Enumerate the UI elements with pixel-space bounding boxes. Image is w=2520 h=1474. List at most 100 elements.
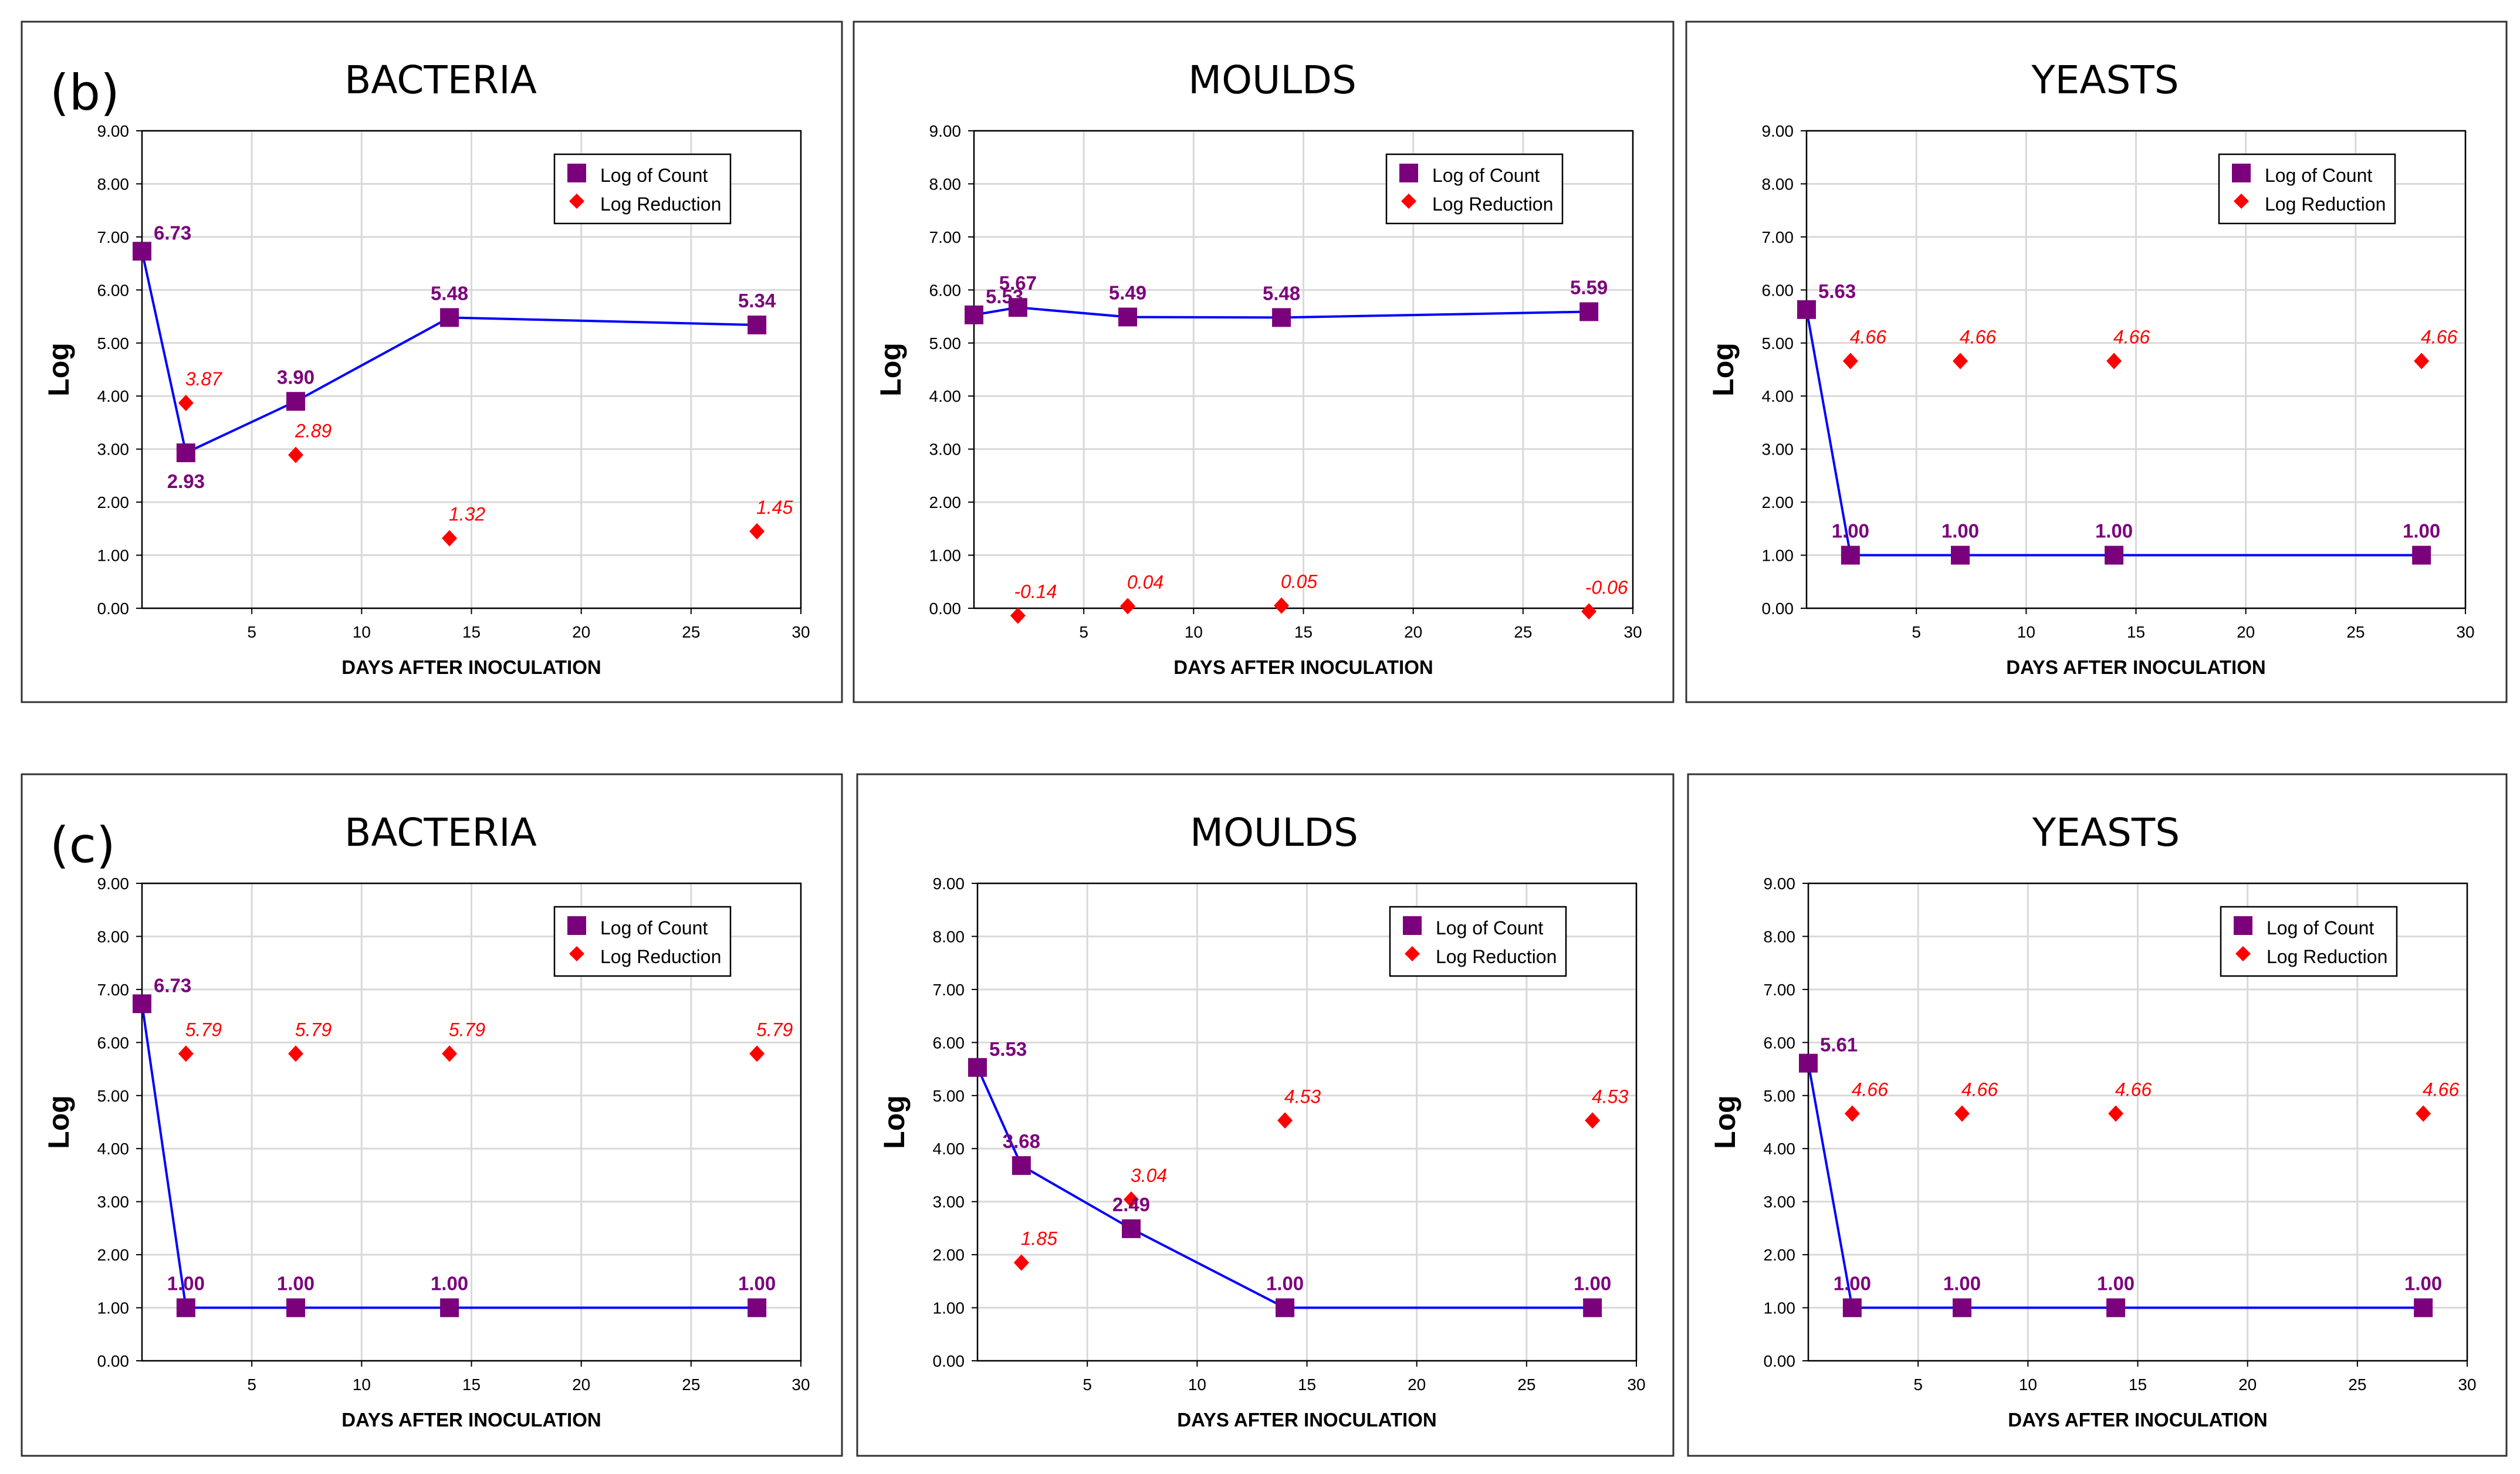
y-axis-label: Log bbox=[42, 343, 75, 397]
legend-item-reduction: Log Reduction bbox=[2267, 946, 2387, 967]
y-tick-label: 5.00 bbox=[929, 334, 962, 353]
x-axis-label: DAYS AFTER INOCULATION bbox=[1177, 1409, 1436, 1431]
y-tick-label: 0.00 bbox=[97, 599, 130, 618]
count-data-label: 1.00 bbox=[2097, 1273, 2135, 1295]
count-point bbox=[1799, 1053, 1818, 1073]
legend-item-count: Log of Count bbox=[2267, 917, 2374, 938]
y-tick-label: 1.00 bbox=[97, 1299, 130, 1317]
count-point bbox=[1276, 1298, 1295, 1317]
chart-panel: MOULDS 0.00 1.00 2.00 3.00 4.00 5.00 6.00 7.00 8.… bbox=[856, 773, 1675, 1457]
chart-panel: YEASTS 0.00 1.00 2.00 3.00 4.00 5.00 6.00 7.00 8.… bbox=[1685, 21, 2508, 703]
x-tick-label: 5 bbox=[1083, 1375, 1092, 1394]
y-axis-label: Log bbox=[878, 1095, 911, 1149]
y-tick-label: 0.00 bbox=[97, 1352, 130, 1370]
count-point bbox=[176, 443, 195, 462]
y-tick-label: 6.00 bbox=[97, 281, 130, 299]
x-tick-label: 25 bbox=[2348, 1375, 2366, 1394]
y-tick-label: 4.00 bbox=[1762, 387, 1794, 405]
reduction-point bbox=[1585, 1112, 1601, 1129]
count-data-label: 5.63 bbox=[1818, 280, 1856, 302]
count-data-label: 1.00 bbox=[2095, 520, 2133, 542]
x-tick-label: 15 bbox=[1294, 623, 1313, 641]
x-tick-label: 20 bbox=[572, 1375, 590, 1394]
y-tick-label: 2.00 bbox=[933, 1246, 965, 1264]
chart-panel: MOULDS 0.00 1.00 2.00 3.00 4.00 5.00 6.00 7.00 8.… bbox=[853, 21, 1675, 703]
y-tick-label: 8.00 bbox=[1764, 927, 1796, 946]
count-data-label: 1.00 bbox=[1941, 520, 1979, 542]
y-tick-label: 2.00 bbox=[97, 493, 130, 511]
count-point bbox=[176, 1298, 195, 1317]
legend-diamond-marker bbox=[2234, 194, 2249, 209]
count-point bbox=[1118, 307, 1138, 327]
count-data-label: 1.00 bbox=[431, 1273, 468, 1295]
y-tick-label: 6.00 bbox=[1764, 1034, 1796, 1052]
y-tick-label: 0.00 bbox=[933, 1352, 965, 1370]
x-axis-label: DAYS AFTER INOCULATION bbox=[341, 656, 601, 678]
count-data-label: 5.48 bbox=[431, 282, 468, 304]
chart-panel: (b) BACTERIA 0.00 1.00 2.00 3.00 4.00 5.00 6.00 7… bbox=[21, 21, 843, 703]
x-tick-label: 25 bbox=[682, 1375, 700, 1394]
reduction-data-label: 4.53 bbox=[1592, 1086, 1628, 1107]
x-tick-label: 15 bbox=[1298, 1375, 1316, 1394]
reduction-data-label: 4.66 bbox=[2113, 327, 2150, 348]
y-tick-label: 7.00 bbox=[1764, 981, 1796, 999]
reduction-data-label: 4.66 bbox=[1960, 327, 1996, 348]
y-tick-label: 9.00 bbox=[1762, 122, 1794, 140]
count-point bbox=[133, 994, 151, 1014]
x-tick-label: 30 bbox=[791, 623, 810, 641]
x-tick-label: 20 bbox=[2237, 623, 2255, 641]
count-data-label: 1.00 bbox=[1943, 1273, 1981, 1295]
y-tick-label: 7.00 bbox=[933, 981, 965, 999]
x-axis-label: DAYS AFTER INOCULATION bbox=[2008, 1409, 2267, 1431]
legend: Log of Count Log Reduction bbox=[1385, 153, 1564, 225]
reduction-data-label: 1.45 bbox=[756, 497, 793, 518]
reduction-data-label: 1.32 bbox=[449, 504, 485, 525]
plot-area bbox=[1807, 882, 2468, 1362]
y-tick-label: 5.00 bbox=[1764, 1087, 1796, 1105]
legend-square-marker bbox=[567, 916, 586, 935]
y-tick-label: 3.00 bbox=[1762, 440, 1794, 459]
reduction-data-label: 4.66 bbox=[2115, 1079, 2152, 1100]
count-point bbox=[440, 1298, 459, 1317]
y-tick-label: 8.00 bbox=[929, 175, 962, 193]
y-tick-label: 9.00 bbox=[1764, 875, 1796, 893]
count-point bbox=[968, 1058, 987, 1077]
count-point bbox=[1008, 298, 1027, 317]
plot-area bbox=[141, 130, 802, 609]
chart-title: BACTERIA bbox=[344, 810, 537, 855]
y-tick-label: 8.00 bbox=[97, 175, 130, 193]
reduction-point bbox=[178, 394, 194, 411]
reduction-point bbox=[2414, 353, 2430, 370]
y-tick-label: 5.00 bbox=[97, 1087, 130, 1105]
x-tick-label: 30 bbox=[1627, 1375, 1645, 1394]
y-tick-label: 4.00 bbox=[929, 387, 962, 405]
reduction-data-label: 5.79 bbox=[756, 1019, 793, 1040]
x-tick-label: 15 bbox=[2129, 1375, 2147, 1394]
count-data-label: 1.00 bbox=[2404, 1273, 2442, 1295]
x-tick-label: 30 bbox=[2458, 1375, 2476, 1394]
y-tick-label: 2.00 bbox=[97, 1246, 130, 1264]
y-tick-label: 4.00 bbox=[97, 1140, 130, 1158]
legend: Log of Count Log Reduction bbox=[2218, 153, 2396, 225]
y-tick-label: 7.00 bbox=[929, 228, 962, 246]
count-point bbox=[133, 242, 151, 261]
y-axis-label: Log bbox=[42, 1095, 75, 1149]
count-point bbox=[1122, 1219, 1141, 1238]
panel-label: (b) bbox=[50, 64, 120, 121]
y-tick-label: 3.00 bbox=[933, 1193, 965, 1211]
count-point bbox=[2414, 1298, 2433, 1317]
plot-area bbox=[973, 130, 1634, 609]
reduction-data-label: 0.04 bbox=[1127, 571, 1163, 592]
x-tick-label: 5 bbox=[247, 1375, 256, 1394]
legend-diamond-marker bbox=[569, 194, 584, 209]
legend-item-reduction: Log Reduction bbox=[1436, 946, 1557, 967]
count-data-label: 5.34 bbox=[738, 290, 776, 311]
reduction-point bbox=[1842, 353, 1858, 370]
legend-item-count: Log of Count bbox=[1432, 165, 1540, 186]
plot-area bbox=[141, 882, 802, 1362]
reduction-point bbox=[1277, 1112, 1293, 1129]
y-tick-label: 3.00 bbox=[97, 1193, 130, 1211]
y-tick-label: 2.00 bbox=[929, 493, 962, 511]
reduction-data-label: 2.89 bbox=[295, 421, 332, 442]
reduction-point bbox=[1953, 353, 1968, 370]
